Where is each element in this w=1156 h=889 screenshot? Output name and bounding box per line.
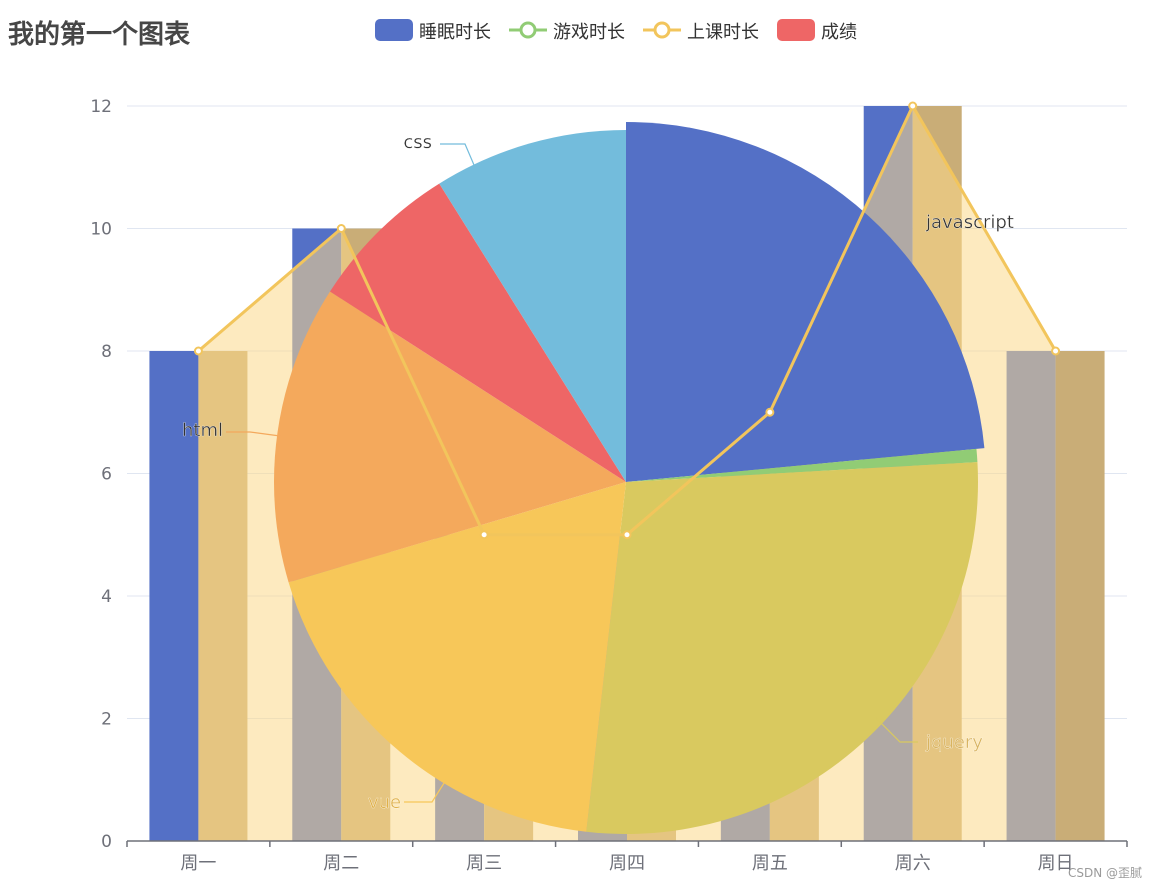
- x-tick-label: 周五: [752, 853, 788, 874]
- y-tick-label: 2: [101, 710, 112, 730]
- pie-label-line: [404, 779, 447, 803]
- line-point: [336, 224, 346, 233]
- line-point: [1051, 346, 1061, 356]
- x-tick-label: 周六: [895, 853, 931, 874]
- bar-sleep: [149, 351, 199, 841]
- line-point: [479, 530, 489, 540]
- pie-label-line: [226, 431, 281, 437]
- pie-label: jquery: [925, 732, 983, 753]
- legend-label-score: 成绩: [821, 22, 857, 43]
- pie-label: javascript: [925, 212, 1014, 233]
- y-tick-label: 10: [90, 220, 112, 240]
- pie-slice: [439, 130, 626, 482]
- pie-label-line: [875, 717, 918, 743]
- chart-title: 我的第一个图表: [8, 20, 191, 50]
- pie-label: vue: [368, 792, 401, 813]
- y-tick-label: 0: [101, 832, 112, 852]
- line-point: [908, 101, 918, 111]
- legend-item-game[interactable]: 游戏时长: [509, 18, 625, 44]
- y-tick-label: 6: [101, 465, 112, 485]
- legend: 睡眠时长 游戏时长 上课时长 成绩: [375, 18, 857, 44]
- pie-label: html: [182, 420, 223, 441]
- pie-label: css: [403, 132, 432, 153]
- x-tick-label: 周四: [609, 853, 645, 874]
- line-point: [193, 346, 203, 356]
- pie-slice: [626, 122, 985, 482]
- pie-label-line: [440, 143, 475, 166]
- legend-item-score[interactable]: 成绩: [777, 18, 857, 44]
- legend-label-sleep: 睡眠时长: [419, 22, 491, 43]
- legend-swatch-sleep: [375, 19, 413, 43]
- pie-slice: [586, 462, 978, 834]
- line-point: [765, 407, 775, 417]
- bar-class: [1055, 351, 1105, 841]
- pie-slice: [626, 448, 978, 482]
- pie-layer: [274, 122, 985, 834]
- x-tick-label: 周一: [180, 853, 216, 874]
- pie-slice: [288, 482, 626, 832]
- legend-swatch-game: [509, 19, 547, 43]
- axis-layer: 0 2 4 6 8 10 12 周一 周二 周三 周四 周五 周六 周日: [90, 97, 1128, 874]
- x-tick-label: 周三: [466, 853, 502, 874]
- y-tick-label: 8: [101, 342, 112, 362]
- x-tick-label: 周日: [1038, 853, 1074, 874]
- label-layer: css javascript html jquery vue: [182, 132, 1014, 813]
- legend-swatch-score: [777, 19, 815, 43]
- line-point: [622, 530, 632, 540]
- line-layer: [193, 101, 1061, 540]
- legend-item-sleep[interactable]: 睡眠时长: [375, 18, 491, 44]
- x-tick-label: 周二: [323, 853, 359, 874]
- legend-label-game: 游戏时长: [553, 22, 625, 43]
- legend-label-class: 上课时长: [687, 22, 759, 43]
- pie-slice: [329, 183, 626, 482]
- watermark: CSDN @歪腻: [1067, 866, 1142, 880]
- legend-item-class[interactable]: 上课时长: [643, 18, 759, 44]
- legend-swatch-class: [643, 19, 681, 43]
- y-tick-label: 12: [90, 97, 112, 117]
- pie-slice: [274, 291, 626, 583]
- y-tick-label: 4: [101, 587, 112, 607]
